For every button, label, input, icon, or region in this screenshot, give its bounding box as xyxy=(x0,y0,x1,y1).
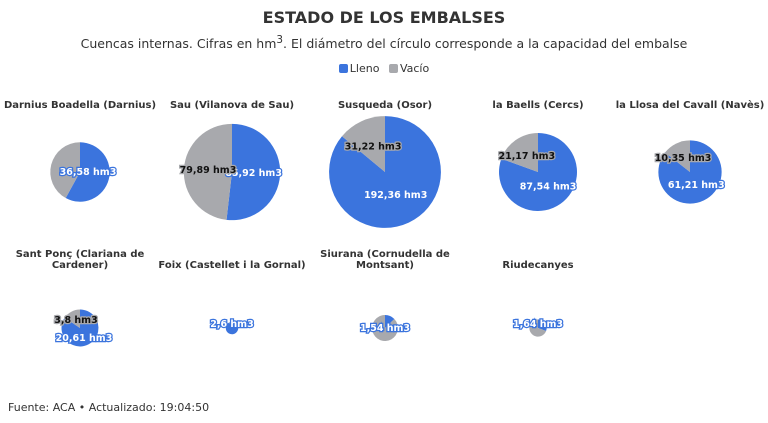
reservoir-name: la Llosa del Cavall (Navès) xyxy=(616,99,765,111)
legend-item-lleno[interactable]: Lleno xyxy=(338,62,380,75)
value-label-lleno: 87,54 hm3 xyxy=(520,181,577,192)
subtitle-superscript: 3 xyxy=(276,34,284,46)
pie-slice-vacio[interactable] xyxy=(183,123,232,220)
reservoir-name: la Baells (Cercs) xyxy=(492,100,583,111)
reservoir-name: Sau (Vilanova de Sau) xyxy=(170,100,294,111)
value-label-lleno: 85,92 hm3 xyxy=(225,168,282,179)
pie-slice-vacio[interactable] xyxy=(50,142,80,199)
pie-slice-vacio[interactable] xyxy=(341,116,385,172)
pie-slice-vacio[interactable] xyxy=(64,309,80,328)
chart-title: ESTADO DE LOS EMBALSES xyxy=(262,8,506,27)
reservoir-name: Siurana (Cornudella de xyxy=(320,249,450,260)
value-label-vacio: 10,35 hm3 xyxy=(655,153,712,164)
pie-slice-lleno[interactable] xyxy=(538,319,547,332)
value-label-lleno: 192,36 hm3 xyxy=(364,190,427,201)
pie-slice-lleno[interactable] xyxy=(65,142,110,202)
pie-slice-lleno[interactable] xyxy=(385,315,395,328)
pie-slice-vacio[interactable] xyxy=(665,140,690,172)
value-label-lleno: 1,54 hm3 xyxy=(360,323,410,334)
value-label-lleno: 2,6 hm3 xyxy=(210,319,253,330)
pie-slice-vacio[interactable] xyxy=(501,133,538,172)
reservoir-name: Riudecanyes xyxy=(502,260,573,271)
value-label-vacio: 3,8 hm3 xyxy=(54,315,97,326)
pie-slice-vacio[interactable] xyxy=(229,321,232,328)
reservoir-name: Susqueda (Osor) xyxy=(338,100,432,111)
value-label-lleno: 1,64 hm3 xyxy=(513,319,563,330)
value-label-vacio: 79,89 hm3 xyxy=(180,165,237,176)
reservoir-name: Cardener) xyxy=(52,260,108,271)
value-label-lleno: 61,21 hm3 xyxy=(668,180,725,191)
reservoir-name: Montsant) xyxy=(356,260,414,271)
footer-source: Fuente: ACA • Actualizado: 19:04:50 xyxy=(8,401,210,414)
legend-item-vacio[interactable]: Vacío xyxy=(388,62,430,75)
subtitle-text: Cuencas internas. Cifras en hm xyxy=(80,36,277,52)
value-label-lleno: 36,58 hm3 xyxy=(60,167,117,178)
legend: Lleno Vacío xyxy=(0,62,768,75)
pie-slice-vacio[interactable] xyxy=(529,319,547,337)
pie-slice-lleno[interactable] xyxy=(226,123,281,221)
legend-swatch-lleno xyxy=(338,64,348,73)
value-label-vacio: 21,17 hm3 xyxy=(498,151,555,162)
legend-label: Lleno xyxy=(349,62,380,75)
value-label-vacio: 31,22 hm3 xyxy=(345,142,402,153)
reservoir-name: Foix (Castellet i la Gornal) xyxy=(158,260,305,271)
reservoir-name: Sant Ponç (Clariana de xyxy=(16,249,145,260)
pie-slice-lleno[interactable] xyxy=(61,309,99,347)
legend-label: Vacío xyxy=(399,62,430,75)
pie-slice-vacio[interactable] xyxy=(372,315,398,341)
legend-swatch-vacio xyxy=(388,64,398,73)
chart-subtitle: Cuencas internas. Cifras en hm3. El diám… xyxy=(0,34,768,51)
subtitle-text-end: . El diámetro del círculo corresponde a … xyxy=(283,36,688,52)
reservoir-name: Darnius Boadella (Darnius) xyxy=(4,100,156,111)
value-label-lleno: 20,61 hm3 xyxy=(56,333,113,344)
